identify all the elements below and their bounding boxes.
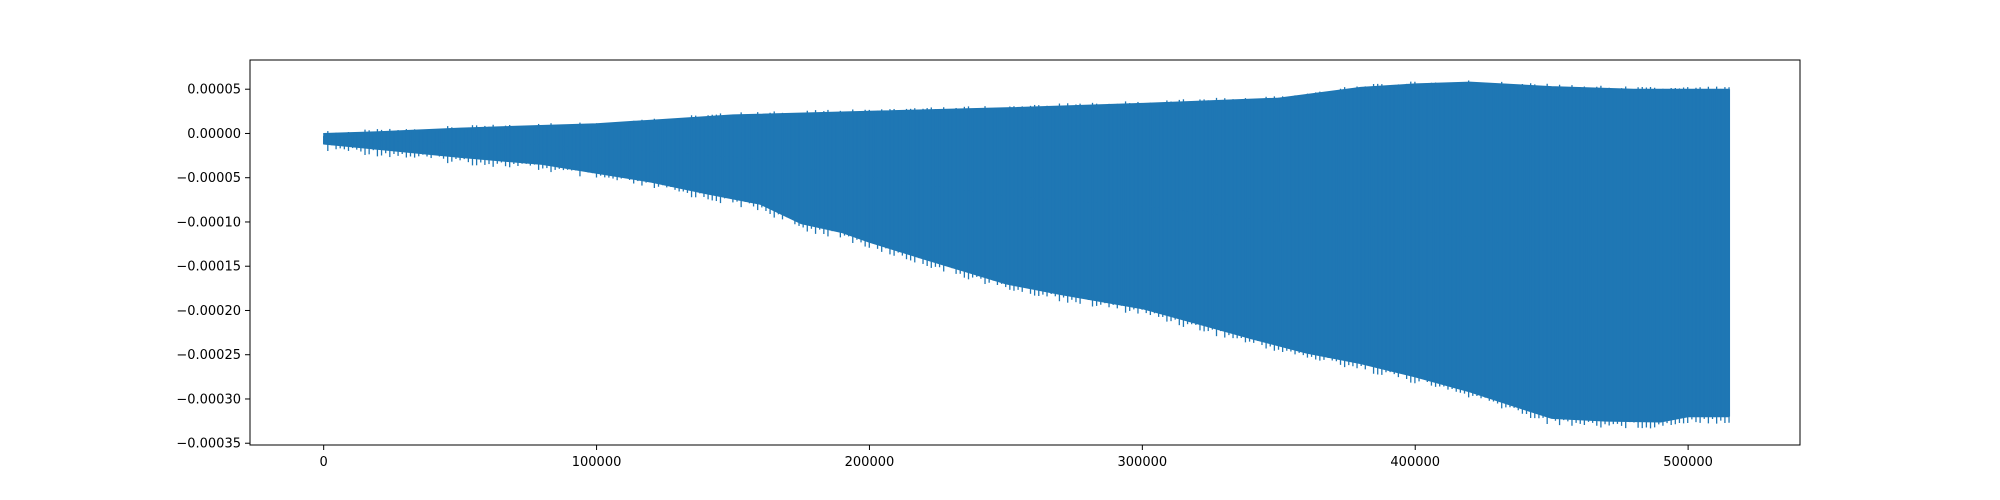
series-0-spikes xyxy=(323,80,1730,429)
x-tick-label: 500000 xyxy=(1663,455,1713,470)
x-tick-label: 0 xyxy=(320,455,328,470)
x-axis: 0 100000 200000 300000 400000 500000 xyxy=(320,445,1713,470)
y-axis: 0.00005 0.00000 −0.00005 −0.00010 −0.00015 −0… xyxy=(176,83,250,452)
x-tick-label: 200000 xyxy=(845,455,895,470)
y-tick-label: −0.00010 xyxy=(176,215,241,230)
y-tick-label: −0.00005 xyxy=(176,171,241,186)
series-layer xyxy=(323,80,1731,429)
y-tick-label: 0.00000 xyxy=(187,127,241,142)
x-tick-label: 300000 xyxy=(1118,455,1168,470)
y-tick-label: 0.00005 xyxy=(187,83,241,98)
y-tick-label: −0.00030 xyxy=(176,392,241,407)
y-tick-label: −0.00025 xyxy=(176,348,241,363)
y-tick-label: −0.00020 xyxy=(176,304,241,319)
plot-frame xyxy=(249,59,1801,446)
x-tick-label: 400000 xyxy=(1390,455,1440,470)
y-tick-label: −0.00015 xyxy=(176,260,241,275)
x-tick-label: 100000 xyxy=(572,455,622,470)
y-tick-label: −0.00035 xyxy=(176,437,241,452)
